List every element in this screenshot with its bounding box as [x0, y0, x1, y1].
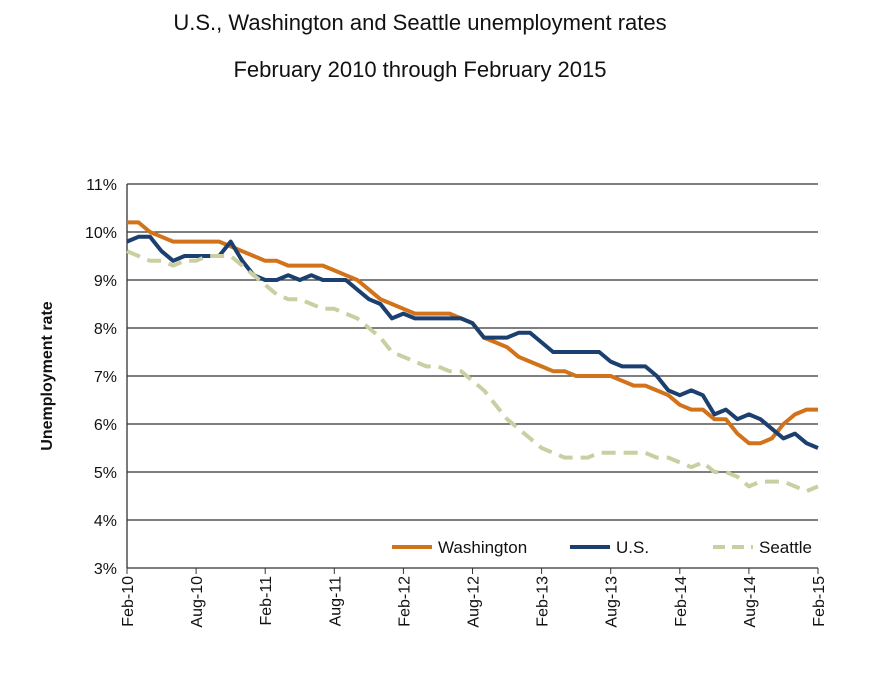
y-tick-label: 3%: [94, 561, 117, 578]
series-line-seattle: [126, 249, 819, 494]
x-tick-label: Feb-12: [396, 576, 413, 627]
x-tick-label: Feb-10: [120, 576, 137, 627]
x-tick-label: Feb-15: [811, 576, 828, 627]
x-tick-label: Feb-14: [673, 576, 690, 627]
y-tick-label: 9%: [94, 273, 117, 290]
series-line-us: [126, 234, 819, 450]
y-tick-label: 10%: [85, 225, 117, 242]
x-tick-label: Aug-13: [604, 576, 621, 628]
chart-subtitle: February 2010 through February 2015: [233, 57, 607, 82]
y-tick-label: 8%: [94, 321, 117, 338]
y-tick-label: 6%: [94, 417, 117, 434]
x-tick-label: Aug-10: [189, 576, 206, 628]
y-tick-label: 11%: [86, 177, 117, 194]
y-axis-label: Unemployment rate: [39, 301, 56, 450]
x-tick-label: Aug-14: [742, 576, 759, 628]
legend-label: Washington: [438, 538, 527, 557]
x-tick-label: Feb-11: [258, 576, 275, 626]
y-tick-label: 7%: [94, 369, 117, 386]
x-tick-label: Aug-12: [466, 576, 483, 628]
legend-label: U.S.: [616, 538, 649, 557]
y-tick-label: 5%: [94, 465, 117, 482]
y-tick-label: 4%: [94, 513, 117, 530]
x-tick-label: Aug-11: [327, 576, 344, 627]
legend-label: Seattle: [759, 538, 812, 557]
chart-title: U.S., Washington and Seattle unemploymen…: [173, 10, 667, 35]
series-line-washington: [127, 220, 818, 446]
x-tick-label: Feb-13: [535, 576, 552, 627]
